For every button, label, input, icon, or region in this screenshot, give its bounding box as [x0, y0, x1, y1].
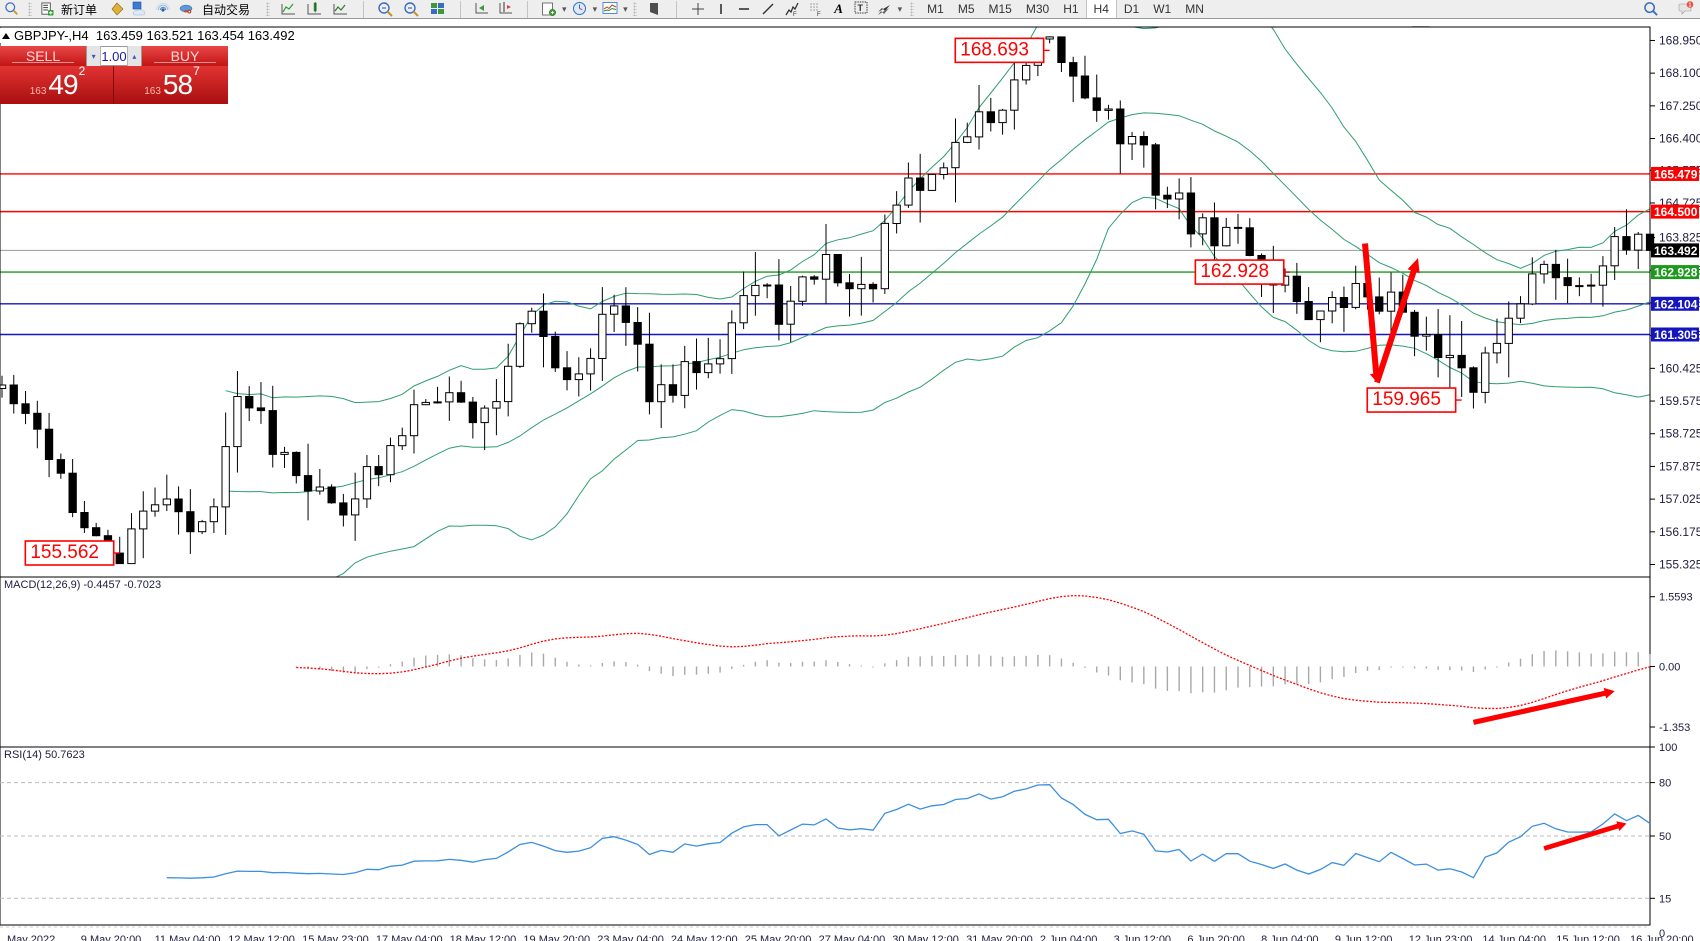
svg-text:80: 80	[1659, 778, 1671, 790]
svg-text:156.175: 156.175	[1659, 525, 1700, 539]
svg-text:100: 100	[1659, 742, 1677, 754]
svg-text:161.305: 161.305	[1654, 328, 1698, 342]
svg-text:17 May 04:00: 17 May 04:00	[376, 934, 443, 941]
svg-text:RSI(14) 50.7623: RSI(14) 50.7623	[4, 749, 85, 761]
svg-text:15 May 23:00: 15 May 23:00	[302, 934, 369, 941]
svg-text:167.250: 167.250	[1659, 99, 1700, 113]
svg-text:14 Jun 04:00: 14 Jun 04:00	[1482, 934, 1546, 941]
svg-text:9 May 20:00: 9 May 20:00	[81, 934, 142, 941]
svg-text:1: 1	[1689, 3, 1692, 9]
svg-text:165.479: 165.479	[1654, 167, 1698, 181]
svg-text:162.928: 162.928	[1654, 266, 1698, 280]
svg-text:157.025: 157.025	[1659, 492, 1700, 506]
svg-text:MACD(12,26,9) -0.4457 -0.7023: MACD(12,26,9) -0.4457 -0.7023	[4, 579, 161, 591]
svg-text:159.965: 159.965	[1372, 389, 1441, 410]
svg-text:16 Jun 20:00: 16 Jun 20:00	[1630, 934, 1694, 941]
svg-text:-1.353: -1.353	[1659, 722, 1690, 734]
svg-text:162.104: 162.104	[1654, 297, 1698, 311]
svg-text:2 Jun 04:00: 2 Jun 04:00	[1040, 934, 1098, 941]
svg-text:50: 50	[1659, 831, 1671, 843]
svg-text:168.693: 168.693	[960, 39, 1029, 60]
svg-text:11 May 04:00: 11 May 04:00	[155, 934, 221, 941]
svg-text:163.825: 163.825	[1659, 231, 1700, 245]
svg-text:155.325: 155.325	[1659, 558, 1700, 572]
svg-text:F: F	[817, 12, 821, 17]
svg-text:May 2022: May 2022	[7, 934, 55, 941]
svg-text:163.492: 163.492	[1654, 244, 1698, 258]
svg-text:25 May 20:00: 25 May 20:00	[745, 934, 812, 941]
svg-text:155.562: 155.562	[30, 542, 99, 563]
svg-text:8 Jun 04:00: 8 Jun 04:00	[1261, 934, 1319, 941]
svg-text:160.425: 160.425	[1659, 361, 1700, 375]
svg-text:19 May 20:00: 19 May 20:00	[523, 934, 590, 941]
svg-text:9 Jun 12:00: 9 Jun 12:00	[1335, 934, 1393, 941]
svg-text:158.725: 158.725	[1659, 427, 1700, 441]
svg-text:157.875: 157.875	[1659, 459, 1700, 473]
svg-text:6 Jun 20:00: 6 Jun 20:00	[1187, 934, 1245, 941]
svg-text:168.100: 168.100	[1659, 66, 1700, 80]
svg-text:12 May 12:00: 12 May 12:00	[228, 934, 295, 941]
svg-text:T: T	[857, 3, 863, 13]
svg-text:162.928: 162.928	[1200, 261, 1269, 282]
svg-text:15 Jun 12:00: 15 Jun 12:00	[1556, 934, 1620, 941]
svg-text:30 May 12:00: 30 May 12:00	[892, 934, 959, 941]
svg-text:31 May 20:00: 31 May 20:00	[966, 934, 1033, 941]
svg-text:3 Jun 12:00: 3 Jun 12:00	[1114, 934, 1172, 941]
svg-text:0.00: 0.00	[1659, 661, 1680, 673]
svg-text:23 May 04:00: 23 May 04:00	[597, 934, 664, 941]
svg-text:F: F	[793, 12, 797, 17]
svg-text:164.500: 164.500	[1654, 205, 1698, 219]
svg-text:24 May 12:00: 24 May 12:00	[671, 934, 738, 941]
svg-text:12 Jun 23:00: 12 Jun 23:00	[1409, 934, 1473, 941]
svg-text:159.575: 159.575	[1659, 394, 1700, 408]
svg-text:168.950: 168.950	[1659, 33, 1700, 47]
svg-text:27 May 04:00: 27 May 04:00	[819, 934, 886, 941]
svg-text:18 May 12:00: 18 May 12:00	[450, 934, 517, 941]
svg-text:1.5593: 1.5593	[1659, 592, 1693, 604]
svg-text:166.400: 166.400	[1659, 132, 1700, 146]
svg-text:15: 15	[1659, 893, 1671, 905]
